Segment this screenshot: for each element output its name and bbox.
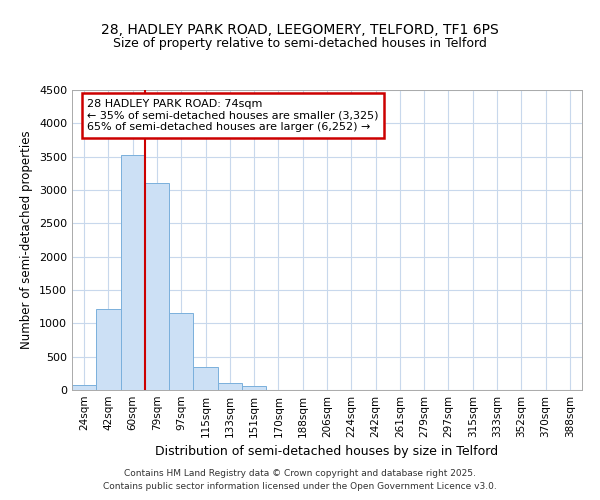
Text: Size of property relative to semi-detached houses in Telford: Size of property relative to semi-detach… [113, 38, 487, 51]
Bar [169, 314, 193, 390]
Bar [218, 384, 242, 390]
Bar [193, 368, 218, 390]
Y-axis label: Number of semi-detached properties: Number of semi-detached properties [20, 130, 34, 350]
Text: Contains HM Land Registry data © Crown copyright and database right 2025.: Contains HM Land Registry data © Crown c… [124, 468, 476, 477]
Bar [121, 156, 145, 390]
Bar [72, 385, 96, 390]
Bar [145, 184, 169, 390]
Text: 28, HADLEY PARK ROAD, LEEGOMERY, TELFORD, TF1 6PS: 28, HADLEY PARK ROAD, LEEGOMERY, TELFORD… [101, 22, 499, 36]
Bar [96, 308, 121, 390]
Bar [242, 386, 266, 390]
X-axis label: Distribution of semi-detached houses by size in Telford: Distribution of semi-detached houses by … [155, 446, 499, 458]
Text: Contains public sector information licensed under the Open Government Licence v3: Contains public sector information licen… [103, 482, 497, 491]
Text: 28 HADLEY PARK ROAD: 74sqm
← 35% of semi-detached houses are smaller (3,325)
65%: 28 HADLEY PARK ROAD: 74sqm ← 35% of semi… [88, 99, 379, 132]
